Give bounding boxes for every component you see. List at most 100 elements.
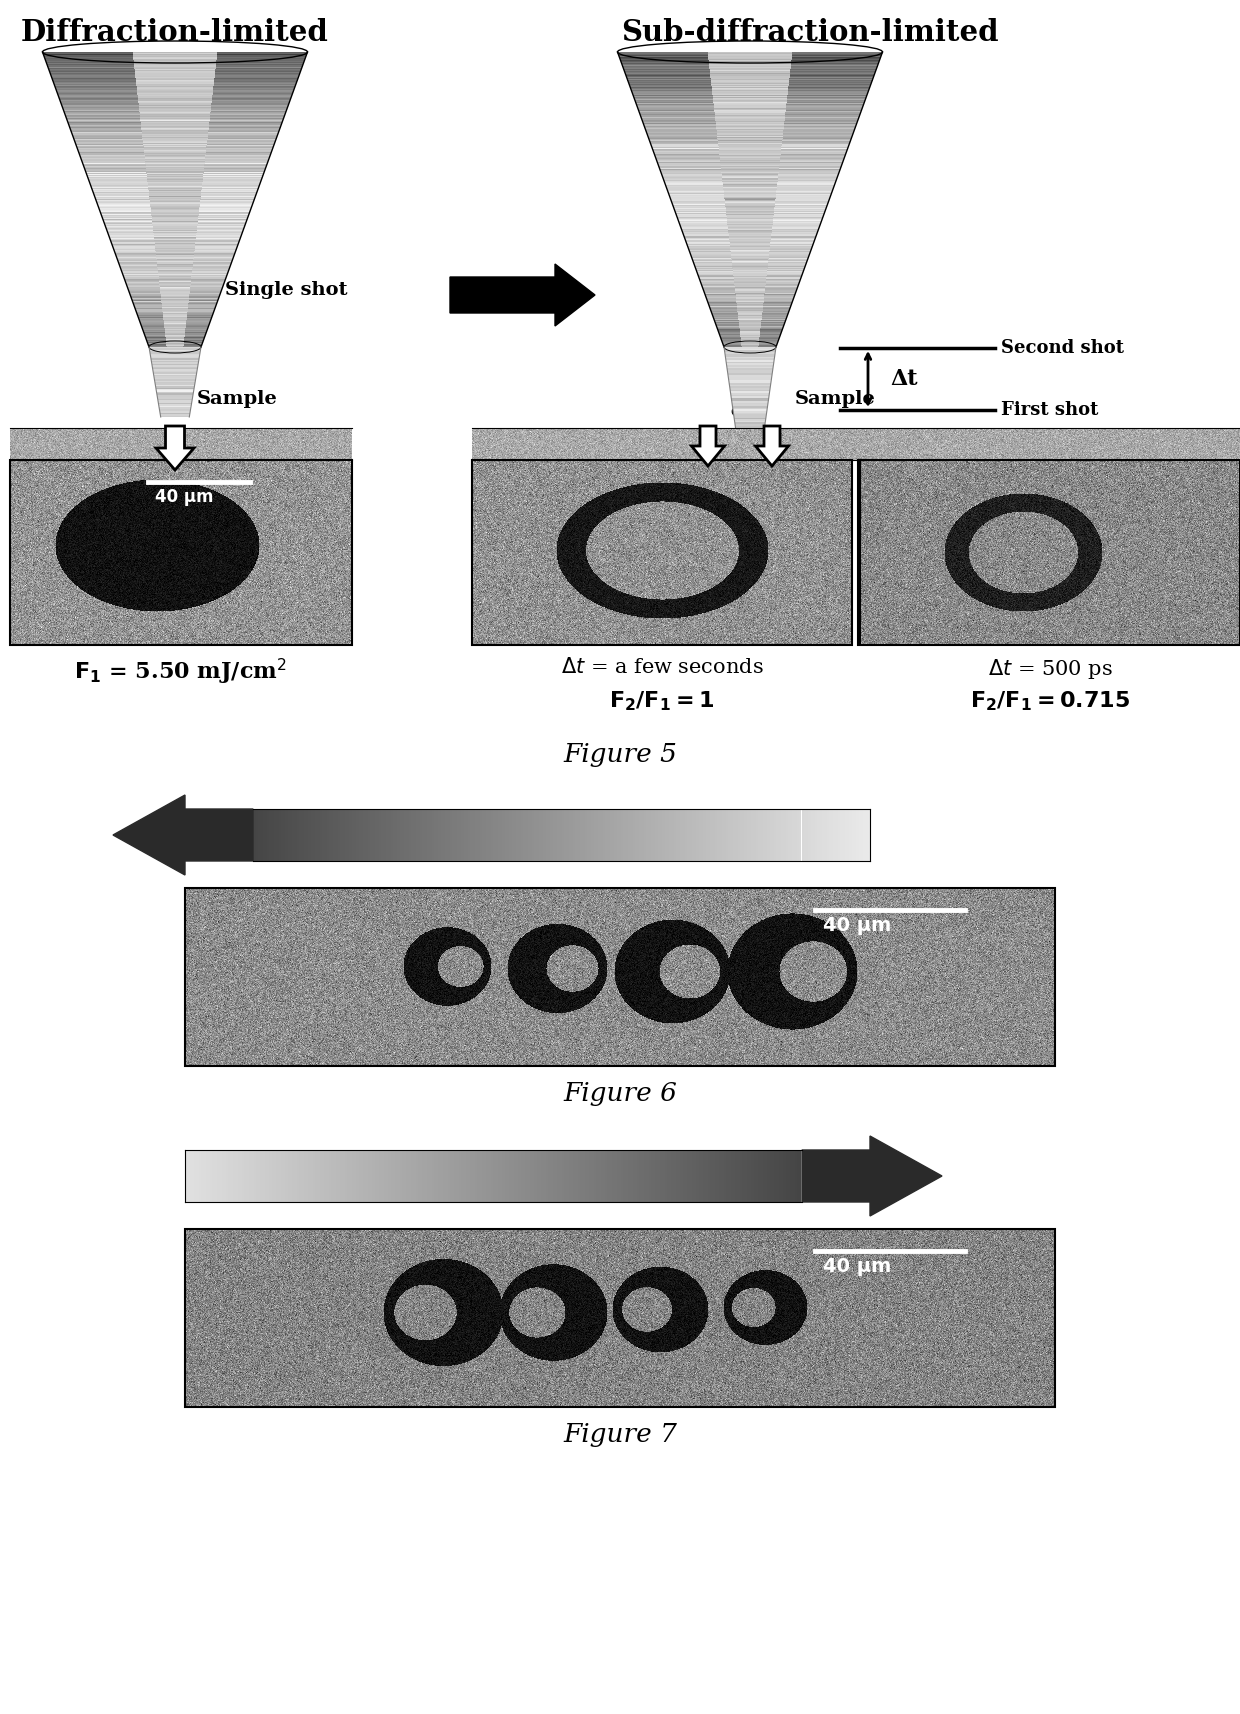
Bar (820, 809, 822, 860)
Bar (290, 1150, 293, 1202)
Bar (253, 1150, 255, 1202)
Bar (219, 809, 222, 860)
Bar (689, 809, 692, 860)
Bar (827, 809, 828, 860)
Bar (461, 809, 464, 860)
FancyArrow shape (113, 795, 253, 876)
Bar (301, 1150, 304, 1202)
Bar (787, 809, 790, 860)
Bar (742, 809, 744, 860)
Bar (326, 809, 329, 860)
Bar (570, 809, 573, 860)
Bar (423, 1150, 425, 1202)
Bar (692, 1150, 694, 1202)
Bar (293, 809, 295, 860)
Bar (596, 1150, 598, 1202)
Bar (733, 809, 735, 860)
Bar (315, 1150, 317, 1202)
Bar (350, 1150, 352, 1202)
Bar (228, 1150, 231, 1202)
Text: First shot: First shot (1001, 401, 1099, 418)
Bar (751, 1150, 754, 1202)
Bar (771, 809, 774, 860)
Bar (797, 809, 800, 860)
Bar (744, 1150, 746, 1202)
Bar (372, 1150, 374, 1202)
Bar (594, 809, 596, 860)
Bar (553, 809, 554, 860)
Bar (733, 1150, 735, 1202)
Bar (651, 809, 653, 860)
Bar (496, 809, 497, 860)
Bar (527, 809, 529, 860)
Bar (277, 809, 279, 860)
Bar (543, 1150, 546, 1202)
Bar (238, 1150, 239, 1202)
Bar (683, 1150, 684, 1202)
Bar (242, 809, 244, 860)
Bar (591, 1150, 594, 1202)
Bar (551, 1150, 553, 1202)
Bar (290, 809, 293, 860)
Bar (223, 809, 226, 860)
Bar (489, 1150, 491, 1202)
Bar (228, 809, 231, 860)
Bar (635, 809, 637, 860)
Bar (491, 809, 494, 860)
Bar (591, 809, 594, 860)
Bar (215, 1150, 217, 1202)
Bar (804, 1150, 806, 1202)
Bar (494, 1150, 496, 1202)
Bar (711, 809, 713, 860)
FancyArrow shape (156, 427, 193, 470)
Bar (714, 1150, 717, 1202)
Bar (813, 1150, 815, 1202)
Bar (551, 809, 553, 860)
Bar (632, 1150, 635, 1202)
Bar (326, 1150, 329, 1202)
Bar (185, 1150, 187, 1202)
Bar (746, 809, 749, 860)
Bar (866, 1150, 868, 1202)
Bar (756, 1150, 758, 1202)
Bar (320, 809, 322, 860)
Bar (580, 809, 583, 860)
Bar (491, 1150, 494, 1202)
Bar (454, 1150, 456, 1202)
Bar (510, 809, 512, 860)
Bar (717, 809, 719, 860)
Bar (295, 809, 296, 860)
Bar (363, 1150, 366, 1202)
Bar (233, 809, 236, 860)
Bar (312, 809, 315, 860)
Bar (190, 1150, 192, 1202)
Bar (320, 1150, 322, 1202)
Bar (258, 1150, 260, 1202)
Bar (774, 809, 776, 860)
Bar (203, 809, 206, 860)
Bar (363, 809, 366, 860)
Bar (480, 809, 482, 860)
Bar (217, 1150, 219, 1202)
Bar (269, 809, 272, 860)
Bar (429, 1150, 432, 1202)
Bar (844, 1150, 847, 1202)
Bar (738, 809, 740, 860)
Bar (236, 1150, 238, 1202)
Bar (836, 809, 838, 860)
Bar (185, 1229, 1055, 1407)
Bar (624, 809, 626, 860)
Bar (285, 809, 288, 860)
Bar (771, 1150, 774, 1202)
Bar (195, 809, 196, 860)
Bar (486, 809, 489, 860)
Bar (425, 809, 427, 860)
Bar (274, 1150, 277, 1202)
Bar (301, 809, 304, 860)
Bar (779, 1150, 781, 1202)
Bar (548, 1150, 551, 1202)
Bar (603, 1150, 605, 1202)
Bar (356, 1150, 358, 1202)
Bar (210, 809, 212, 860)
Bar (415, 809, 418, 860)
